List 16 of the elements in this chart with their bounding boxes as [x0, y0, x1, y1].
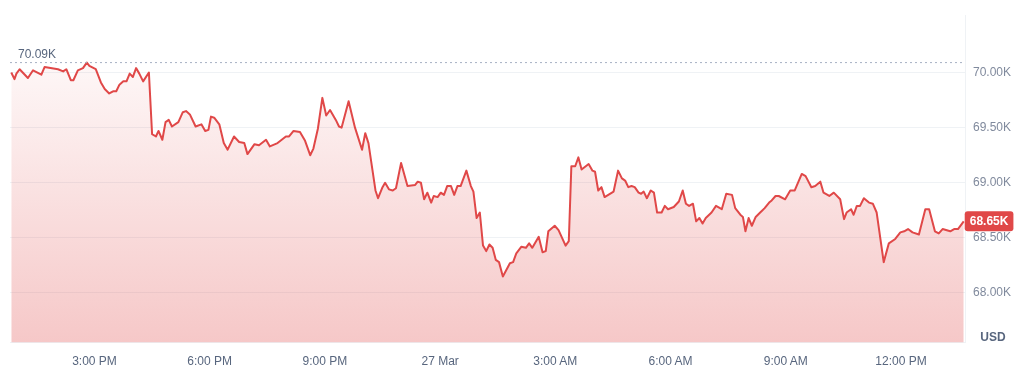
y-tick-label: 70.00K [973, 64, 1012, 79]
x-tick-label: 9:00 AM [763, 354, 808, 369]
x-tick-label: 9:00 PM [302, 354, 348, 369]
annotation: 68.65K [969, 213, 1009, 228]
y-tick-label: 69.50K [973, 119, 1012, 134]
y-tick-label: 68.00K [973, 285, 1012, 300]
y-tick-label: 69.00K [973, 175, 1012, 190]
y-tick-label: 68.50K [973, 230, 1012, 245]
y-axis-title: USD [980, 329, 1006, 344]
x-tick-label: 3:00 AM [533, 354, 578, 369]
x-tick-label: 3:00 PM [72, 354, 117, 369]
ref-line-label: 70.09K [18, 46, 57, 61]
x-tick-label: 12:00 PM [875, 354, 927, 369]
x-tick-label: 6:00 PM [187, 354, 233, 369]
x-tick-label: 6:00 AM [648, 354, 693, 369]
x-tick-label: 27 Mar [421, 354, 459, 369]
